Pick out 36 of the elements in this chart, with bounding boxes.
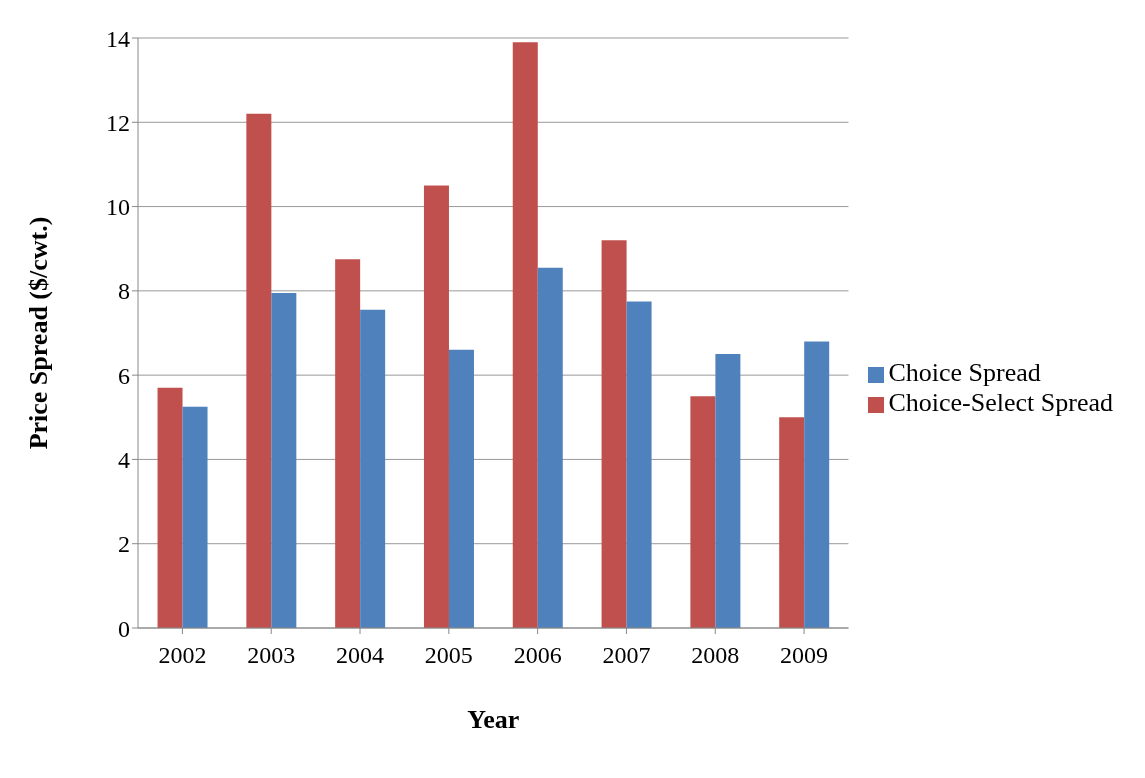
y-tick-label: 12 (106, 109, 130, 136)
bar (601, 240, 627, 628)
x-tick-label: 2006 (513, 642, 562, 669)
bar (335, 259, 361, 628)
bar (690, 396, 716, 628)
bar (779, 417, 805, 628)
legend-label: Choice Spread (888, 358, 1041, 387)
x-tick-label: 2004 (336, 642, 385, 669)
bar (423, 185, 449, 628)
y-tick-label: 10 (106, 194, 130, 221)
x-tick-label: 2002 (158, 642, 207, 669)
x-tick-label: 2009 (780, 642, 829, 669)
y-tick-label: 2 (118, 531, 130, 558)
x-axis-title: Year (467, 705, 520, 734)
bar (804, 341, 830, 628)
y-tick-label: 14 (106, 25, 130, 52)
legend-label: Choice-Select Spread (888, 388, 1113, 417)
bar (182, 406, 208, 628)
bar (448, 349, 474, 628)
bar (715, 354, 741, 628)
x-tick-label: 2005 (424, 642, 473, 669)
y-tick-label: 4 (118, 446, 130, 473)
bar (360, 309, 386, 628)
y-axis-title: Price Spread ($/cwt.) (24, 216, 54, 450)
y-tick-label: 8 (118, 278, 130, 305)
x-tick-label: 2003 (247, 642, 296, 669)
y-tick-label: 6 (118, 362, 130, 389)
bar (512, 42, 538, 628)
bar (246, 113, 272, 628)
x-tick-label: 2007 (602, 642, 651, 669)
x-tick-label: 2008 (691, 642, 740, 669)
bar (537, 267, 563, 628)
bar (157, 387, 183, 628)
bar (271, 292, 297, 628)
bar (626, 301, 652, 628)
y-tick-label: 0 (118, 615, 130, 642)
